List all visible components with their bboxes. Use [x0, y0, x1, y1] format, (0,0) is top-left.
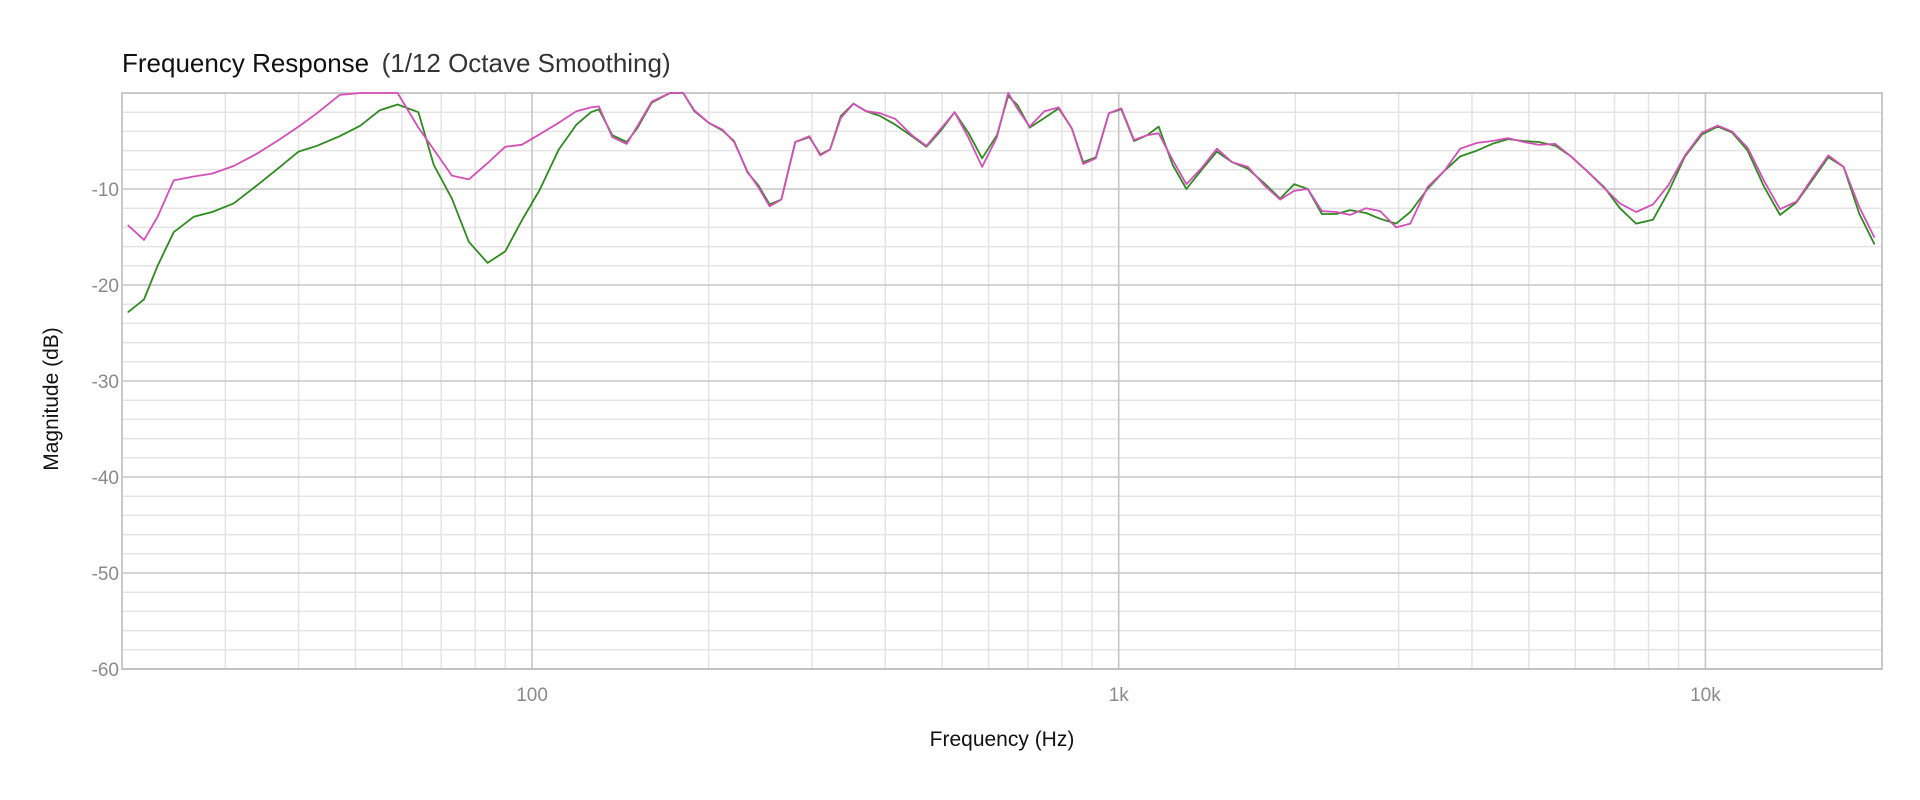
x-axis-label: Frequency (Hz)	[930, 728, 1075, 751]
series-line-1	[127, 92, 1876, 313]
chart-title: Frequency Response	[122, 48, 369, 78]
y-axis-tick-labels: -10 -20 -30 -40 -50 -60	[92, 180, 119, 681]
x-tick-label: 1k	[1109, 685, 1130, 706]
x-axis-tick-labels: 100 1k 10k	[516, 685, 1721, 706]
x-tick-label: 100	[516, 685, 548, 706]
chart-subtitle: (1/12 Octave Smoothing)	[382, 48, 671, 78]
x-tick-label: 10k	[1690, 685, 1721, 706]
plot-area-border	[121, 92, 1883, 670]
y-tick-label: -50	[92, 564, 119, 585]
series-line-2	[127, 92, 1876, 241]
major-gridlines	[122, 93, 1882, 670]
y-tick-label: -10	[92, 180, 119, 201]
y-tick-label: -40	[92, 468, 119, 489]
series-layer	[127, 92, 1876, 313]
y-tick-label: -30	[92, 372, 119, 393]
chart-title-group: Frequency Response (1/12 Octave Smoothin…	[122, 48, 671, 78]
y-tick-label: -60	[92, 660, 119, 681]
y-tick-label: -20	[92, 276, 119, 297]
y-axis-label: Magnitude (dB)	[40, 327, 63, 471]
